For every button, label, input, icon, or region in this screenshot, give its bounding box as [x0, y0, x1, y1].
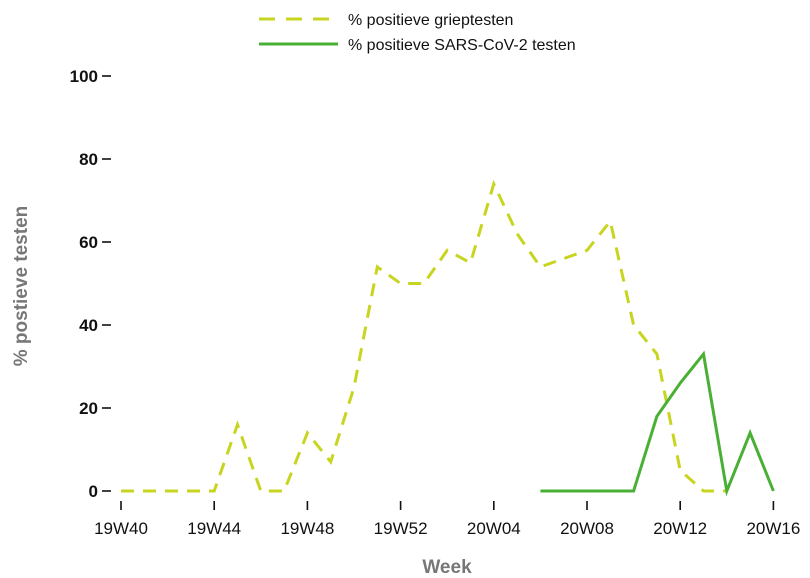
x-tick-label: 20W04	[467, 519, 521, 538]
y-tick-label: 60	[79, 233, 98, 252]
x-axis-title: Week	[422, 557, 472, 578]
y-tick-label: 20	[79, 399, 98, 418]
legend-label-2: % positieve SARS-CoV-2 testen	[348, 37, 576, 54]
y-tick-label: 80	[79, 150, 98, 169]
x-tick-label: 19W48	[280, 519, 334, 538]
y-axis-title: % postieve testen	[11, 206, 32, 367]
series-line-2	[540, 350, 775, 497]
x-axis: 19W40 19W44 19W48 19W52 20W04 20W08 20W12 20W16	[94, 501, 800, 538]
x-tick-label: 19W52	[374, 519, 428, 538]
legend-label-1: % positieve grieptesten	[348, 12, 513, 29]
x-tick-label: 20W08	[560, 519, 614, 538]
y-tick-label: 0	[89, 482, 98, 501]
x-tick-label: 19W44	[187, 519, 241, 538]
series-layer	[121, 179, 775, 497]
y-tick-label: 40	[79, 316, 98, 335]
legend: % positieve grieptesten % positieve SARS-…	[259, 12, 576, 54]
y-axis: 0 20 40 60 80 100	[70, 67, 111, 501]
y-tick-label: 100	[70, 67, 98, 86]
x-tick-label: 19W40	[94, 519, 148, 538]
series-line-1	[121, 179, 727, 493]
x-tick-label: 20W16	[746, 519, 800, 538]
x-tick-label: 20W12	[653, 519, 707, 538]
